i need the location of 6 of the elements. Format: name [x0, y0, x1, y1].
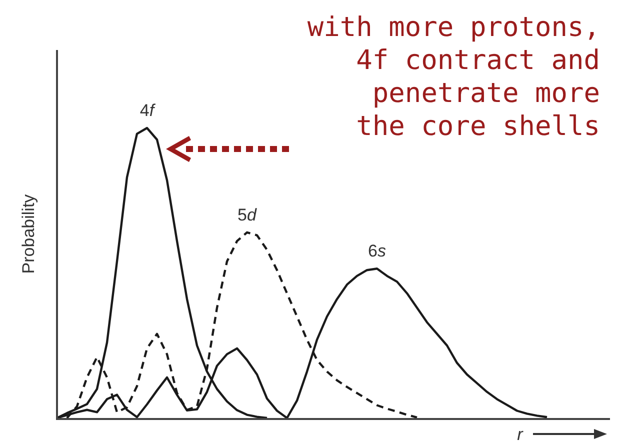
- y-axis-title: Probability: [19, 194, 38, 274]
- x-axis-title: r: [517, 425, 524, 444]
- annotation: with more protons, 4f contract and penetrate more the core shells: [307, 12, 600, 142]
- series-label: 6s: [368, 242, 386, 261]
- series-label: 5d: [238, 205, 257, 224]
- series-label: 4f: [140, 101, 156, 120]
